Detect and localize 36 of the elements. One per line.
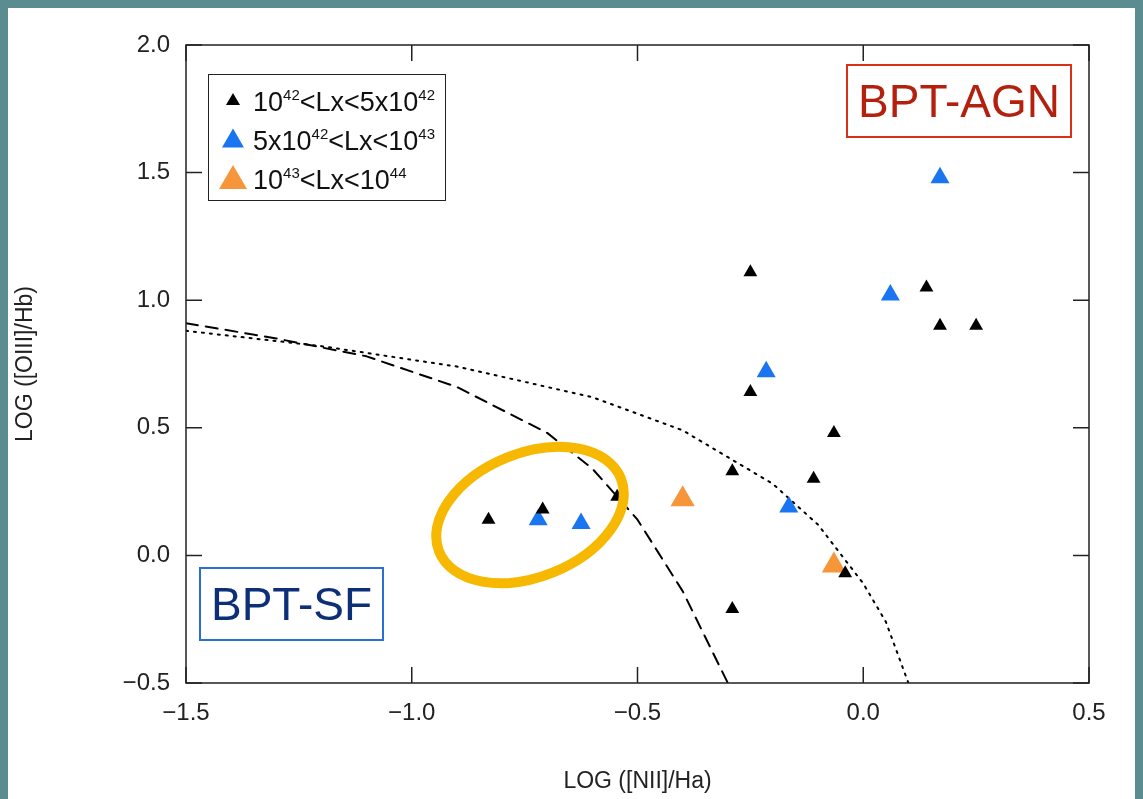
- y-tick-label: 2.0: [136, 29, 170, 57]
- x-tick-label: −1.5: [162, 698, 210, 726]
- y-axis-title: LOG ([OIII]/Hb): [11, 286, 38, 442]
- x-tick-label: 0.0: [846, 698, 880, 726]
- x-tick-label: 0.5: [1072, 698, 1106, 726]
- x-axis-title: LOG ([NII]/Ha): [563, 766, 712, 793]
- point: [571, 512, 591, 529]
- y-tick-label: −0.5: [122, 667, 170, 695]
- point: [743, 264, 758, 277]
- point: [880, 284, 900, 301]
- x-tick-label: −0.5: [613, 698, 662, 726]
- legend-label: 5x10$^{42}$<Lx<10$^{43}$: [253, 124, 436, 157]
- y-tick-label: 1.5: [136, 157, 170, 185]
- point: [779, 495, 799, 513]
- point: [481, 511, 496, 524]
- point: [838, 565, 853, 578]
- point: [725, 463, 740, 476]
- y-tick-label: 0.5: [136, 412, 170, 440]
- point: [670, 485, 695, 507]
- annotation: BPT-SF: [199, 567, 385, 641]
- y-tick-label: 1.0: [136, 284, 170, 312]
- point: [743, 384, 758, 397]
- point: [933, 317, 947, 330]
- y-tick-label: 0.0: [136, 540, 170, 568]
- point: [806, 470, 821, 483]
- point: [725, 600, 740, 613]
- x-tick-label: −1.0: [388, 698, 436, 726]
- point: [919, 279, 934, 292]
- legend-label: 10$^{42}$<Lx<5x10$^{42}$: [253, 85, 436, 118]
- legend-label: 10$^{43}$<Lx<10$^{44}$: [253, 163, 407, 196]
- point: [969, 317, 984, 330]
- point: [535, 501, 550, 514]
- point: [826, 424, 841, 437]
- point: [930, 166, 950, 184]
- annotation: BPT-AGN: [846, 64, 1072, 138]
- point: [756, 360, 776, 378]
